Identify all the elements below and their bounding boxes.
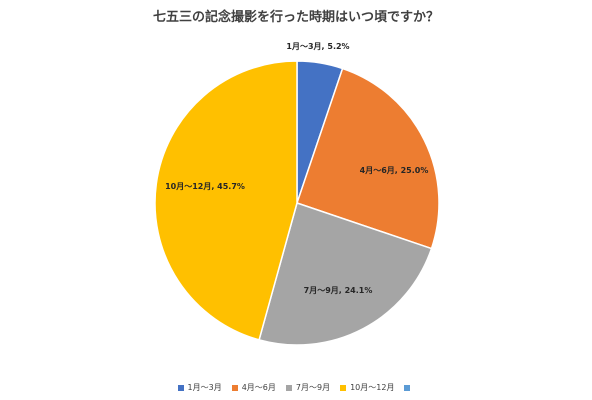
legend-entry-5 xyxy=(404,384,414,391)
legend-label-1: 1月～3月 xyxy=(187,383,222,392)
data-label-3: 7月～9月, 24.1% xyxy=(304,286,373,295)
legend-label-3: 7月～9月 xyxy=(295,383,331,392)
legend-entry-4: 10月～12月 xyxy=(340,382,394,393)
legend-swatch-2 xyxy=(231,384,238,391)
legend-label-2: 4月～6月 xyxy=(241,383,276,392)
legend-entry-3: 7月～9月 xyxy=(285,382,331,393)
pie-slice-3 xyxy=(258,202,433,346)
data-label-4: 10月～12月, 45.7% xyxy=(165,182,245,191)
legend-entry-2: 4月～6月 xyxy=(231,382,276,393)
legend-swatch-3 xyxy=(285,384,292,391)
data-label-1: 1月～3月, 5.2% xyxy=(286,42,349,51)
data-label-2: 4月～6月, 25.0% xyxy=(360,166,429,175)
pie-data-labels: 1月～3月, 5.2% 4月～6月, 25.0% 7月～9月, 24.1% 10月～1… xyxy=(165,42,428,295)
pie-slice-2 xyxy=(296,67,440,250)
legend-entry-1: 1月～3月 xyxy=(177,382,222,393)
legend-swatch-1 xyxy=(177,384,184,391)
chart-legend: 1月～3月 4月～6月 7月～9月 10月～12月 xyxy=(0,382,592,393)
legend-swatch-4 xyxy=(340,384,347,391)
legend-swatch-5 xyxy=(404,384,411,391)
pie-slices xyxy=(154,60,440,346)
chart-title: 七五三の記念撮影を行った時期はいつ頃ですか？ xyxy=(152,10,439,25)
legend-label-4: 10月～12月 xyxy=(350,383,395,392)
pie-slice-4 xyxy=(154,60,298,341)
